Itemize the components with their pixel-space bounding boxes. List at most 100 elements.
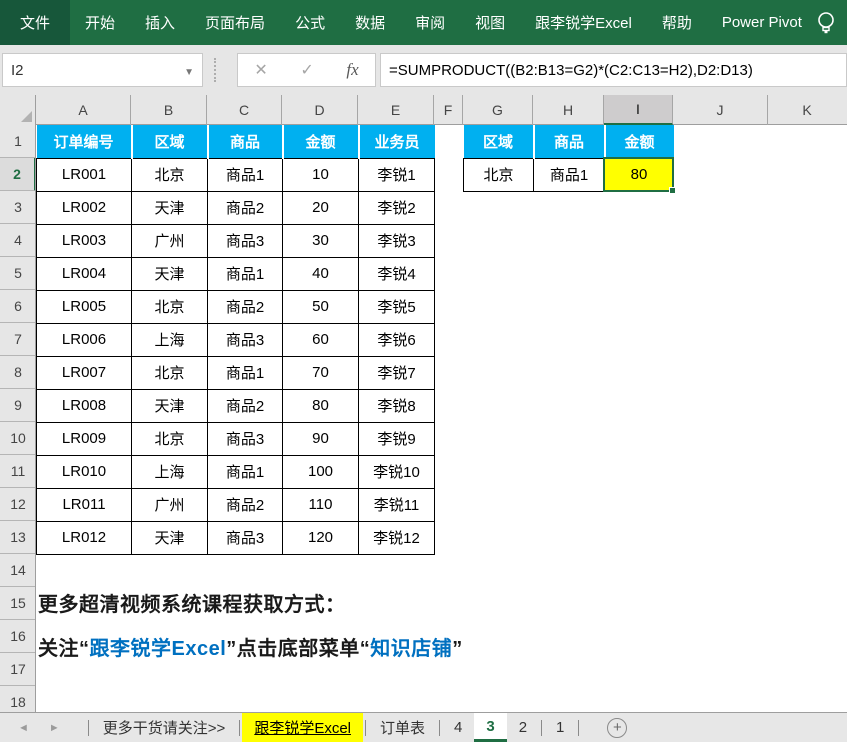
column-header-e[interactable]: E xyxy=(358,95,434,125)
sheet-tab-1[interactable]: 1 xyxy=(556,719,565,736)
order-header-cell[interactable]: 订单编号 xyxy=(36,125,133,159)
cell[interactable]: 李锐11 xyxy=(358,487,435,522)
row-header-4[interactable]: 4 xyxy=(0,224,35,257)
fx-icon[interactable]: fx xyxy=(346,60,359,79)
cell[interactable]: 李锐9 xyxy=(358,421,435,456)
ribbon-tab-data[interactable]: 数据 xyxy=(355,15,386,32)
row-header-6[interactable]: 6 xyxy=(0,290,35,323)
cell[interactable]: 50 xyxy=(282,289,359,324)
row-header-8[interactable]: 8 xyxy=(0,356,35,389)
ribbon-tab-custom[interactable]: 跟李锐学Excel xyxy=(535,15,632,32)
lookup-header-cell[interactable]: 商品 xyxy=(532,125,606,159)
ribbon-tab-page-layout[interactable]: 页面布局 xyxy=(205,15,266,32)
confirm-icon[interactable]: ✓ xyxy=(300,62,314,79)
cell[interactable]: 李锐12 xyxy=(358,520,435,555)
column-header-k[interactable]: K xyxy=(802,102,812,118)
order-header-cell[interactable]: 金额 xyxy=(281,125,360,159)
order-header-cell[interactable]: 业务员 xyxy=(357,125,435,159)
cell[interactable]: 李锐2 xyxy=(358,190,435,225)
lookup-header-cell[interactable]: 区域 xyxy=(463,125,535,159)
row-header-18[interactable]: 18 xyxy=(0,686,35,712)
column-header-a[interactable]: A xyxy=(36,95,131,125)
formula-input[interactable]: =SUMPRODUCT((B2:B13=G2)*(C2:C13=H2),D2:D… xyxy=(380,53,847,87)
column-header-i[interactable]: I xyxy=(604,95,673,125)
next-sheet-icon[interactable]: ► xyxy=(48,721,60,734)
column-header-d[interactable]: D xyxy=(282,95,358,125)
cell[interactable]: 90 xyxy=(282,421,359,456)
cell[interactable]: 商品1 xyxy=(207,454,283,489)
cell[interactable]: 上海 xyxy=(131,454,208,489)
lookup-header-cell[interactable]: 金额 xyxy=(603,125,674,159)
cell[interactable]: 20 xyxy=(282,190,359,225)
cell[interactable]: LR008 xyxy=(36,388,132,423)
cell[interactable]: 商品2 xyxy=(207,190,283,225)
cell[interactable]: 李锐6 xyxy=(358,322,435,357)
column-header-b[interactable]: B xyxy=(131,95,207,125)
cell[interactable]: LR011 xyxy=(36,487,132,522)
row-header-10[interactable]: 10 xyxy=(0,422,35,455)
cell[interactable]: 广州 xyxy=(131,487,208,522)
cell-i2-selected[interactable]: 80 xyxy=(604,157,674,192)
row-header-11[interactable]: 11 xyxy=(0,455,35,488)
cell[interactable]: 北京 xyxy=(131,157,208,192)
cell[interactable]: 110 xyxy=(282,487,359,522)
ribbon-tab-insert[interactable]: 插入 xyxy=(145,15,176,32)
cell[interactable]: 李锐1 xyxy=(358,157,435,192)
row-header-15[interactable]: 15 xyxy=(0,587,35,620)
column-header-c[interactable]: C xyxy=(207,95,282,125)
cell[interactable]: 10 xyxy=(282,157,359,192)
cell[interactable]: 70 xyxy=(282,355,359,390)
cell[interactable]: 商品1 xyxy=(207,355,283,390)
cell-g2[interactable]: 北京 xyxy=(463,157,534,192)
cell[interactable]: 30 xyxy=(282,223,359,258)
cell[interactable]: 北京 xyxy=(131,355,208,390)
lightbulb-icon[interactable] xyxy=(815,11,837,35)
cell[interactable]: LR006 xyxy=(36,322,132,357)
ribbon-tab-review[interactable]: 审阅 xyxy=(415,15,446,32)
ribbon-tab-file[interactable]: 文件 xyxy=(0,0,71,45)
ribbon-tab-home[interactable]: 开始 xyxy=(85,15,116,32)
cell[interactable]: 李锐10 xyxy=(358,454,435,489)
cell[interactable]: 商品3 xyxy=(207,322,283,357)
cell[interactable]: LR010 xyxy=(36,454,132,489)
order-header-cell[interactable]: 区域 xyxy=(130,125,209,159)
cell[interactable]: 商品1 xyxy=(207,157,283,192)
cell[interactable]: 60 xyxy=(282,322,359,357)
sheet-tab-brand[interactable]: 跟李锐学Excel xyxy=(242,713,363,742)
cell[interactable]: 李锐3 xyxy=(358,223,435,258)
add-sheet-icon[interactable]: + xyxy=(607,717,628,738)
row-header-5[interactable]: 5 xyxy=(0,257,35,290)
ribbon-tab-help[interactable]: 帮助 xyxy=(661,15,692,32)
cell[interactable]: 李锐7 xyxy=(358,355,435,390)
ribbon-tab-power-pivot[interactable]: Power Pivot xyxy=(721,14,802,31)
cell[interactable]: 天津 xyxy=(131,388,208,423)
cell[interactable]: 80 xyxy=(282,388,359,423)
cell[interactable]: LR007 xyxy=(36,355,132,390)
cell[interactable]: 40 xyxy=(282,256,359,291)
cell[interactable]: 商品2 xyxy=(207,289,283,324)
row-header-2[interactable]: 2 xyxy=(0,158,35,191)
column-header-g[interactable]: G xyxy=(463,95,533,125)
row-header-1[interactable]: 1 xyxy=(0,125,35,158)
cell[interactable]: 李锐4 xyxy=(358,256,435,291)
cell-h2[interactable]: 商品1 xyxy=(533,157,605,192)
row-header-9[interactable]: 9 xyxy=(0,389,35,422)
row-header-3[interactable]: 3 xyxy=(0,191,35,224)
cell[interactable]: 天津 xyxy=(131,190,208,225)
cell[interactable]: LR009 xyxy=(36,421,132,456)
cell[interactable]: 120 xyxy=(282,520,359,555)
ribbon-tab-view[interactable]: 视图 xyxy=(475,15,506,32)
cell[interactable]: 100 xyxy=(282,454,359,489)
cell[interactable]: 李锐8 xyxy=(358,388,435,423)
cell[interactable]: LR001 xyxy=(36,157,132,192)
cell[interactable]: 商品3 xyxy=(207,223,283,258)
sheet-tab-4[interactable]: 4 xyxy=(454,719,463,736)
row-header-13[interactable]: 13 xyxy=(0,521,35,554)
cell[interactable]: 商品3 xyxy=(207,421,283,456)
column-header-j[interactable]: J xyxy=(673,95,768,125)
cell[interactable]: 北京 xyxy=(131,421,208,456)
cell[interactable]: 天津 xyxy=(131,256,208,291)
row-header-12[interactable]: 12 xyxy=(0,488,35,521)
cell[interactable]: 李锐5 xyxy=(358,289,435,324)
order-header-cell[interactable]: 商品 xyxy=(206,125,284,159)
